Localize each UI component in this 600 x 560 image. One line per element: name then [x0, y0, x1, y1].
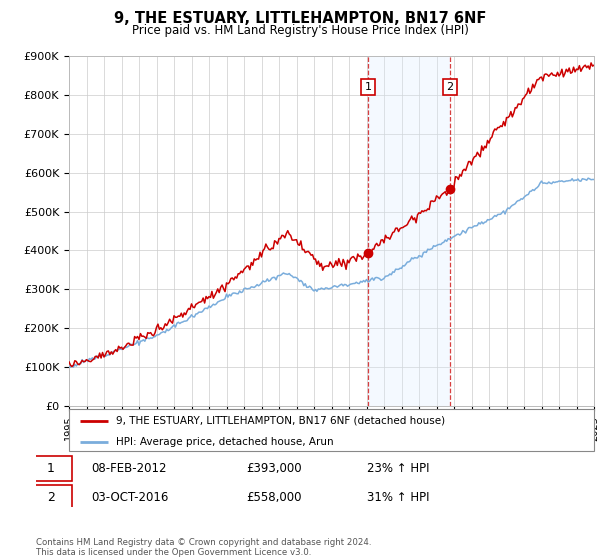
FancyBboxPatch shape: [31, 485, 72, 510]
Text: Price paid vs. HM Land Registry's House Price Index (HPI): Price paid vs. HM Land Registry's House …: [131, 24, 469, 37]
Text: 31% ↑ HPI: 31% ↑ HPI: [367, 491, 430, 504]
Text: 08-FEB-2012: 08-FEB-2012: [91, 462, 167, 475]
Text: £558,000: £558,000: [246, 491, 301, 504]
Text: 2: 2: [446, 82, 453, 92]
Text: 23% ↑ HPI: 23% ↑ HPI: [367, 462, 430, 475]
Text: 1: 1: [47, 462, 55, 475]
Bar: [368, 56, 449, 406]
Text: Contains HM Land Registry data © Crown copyright and database right 2024.
This d: Contains HM Land Registry data © Crown c…: [36, 538, 371, 557]
Text: HPI: Average price, detached house, Arun: HPI: Average price, detached house, Arun: [116, 437, 334, 446]
Text: £393,000: £393,000: [246, 462, 301, 475]
Text: 2: 2: [47, 491, 55, 504]
Text: 1: 1: [365, 82, 372, 92]
Text: 9, THE ESTUARY, LITTLEHAMPTON, BN17 6NF (detached house): 9, THE ESTUARY, LITTLEHAMPTON, BN17 6NF …: [116, 416, 445, 426]
FancyBboxPatch shape: [31, 456, 72, 480]
Text: 03-OCT-2016: 03-OCT-2016: [91, 491, 169, 504]
FancyBboxPatch shape: [69, 409, 594, 451]
Text: 9, THE ESTUARY, LITTLEHAMPTON, BN17 6NF: 9, THE ESTUARY, LITTLEHAMPTON, BN17 6NF: [114, 11, 486, 26]
